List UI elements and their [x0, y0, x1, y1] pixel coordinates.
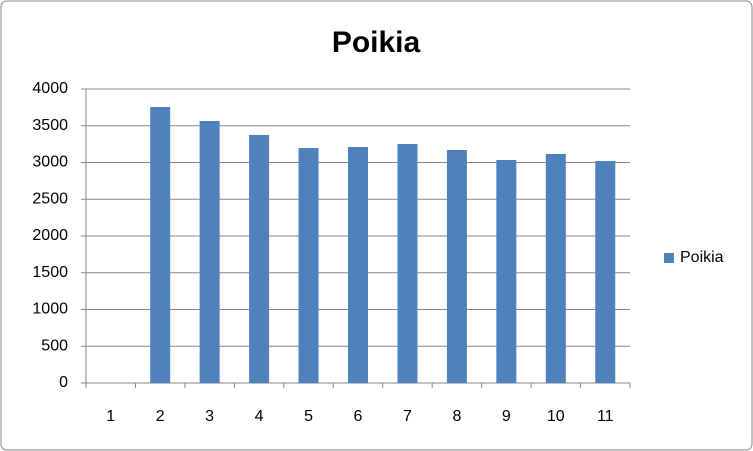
x-tick-label: 6	[354, 408, 363, 425]
x-tick-label: 1	[106, 408, 115, 425]
x-tick-label: 2	[156, 408, 165, 425]
legend-swatch	[664, 253, 674, 263]
bar	[298, 148, 319, 383]
bar	[150, 107, 171, 383]
x-tick-label: 8	[452, 408, 461, 425]
y-tick-label: 3500	[32, 117, 68, 134]
x-tick-label: 11	[597, 408, 614, 425]
x-tick-label: 4	[255, 408, 264, 425]
bar	[595, 161, 616, 383]
y-tick-label: 1500	[32, 264, 68, 281]
y-tick-label: 2000	[32, 227, 68, 244]
bar	[249, 135, 270, 383]
x-tick-label: 7	[403, 408, 412, 425]
legend-label: Poikia	[680, 249, 724, 266]
bar	[199, 120, 220, 383]
x-tick-label: 9	[502, 408, 511, 425]
y-tick-label: 3000	[32, 154, 68, 171]
x-tick-label: 10	[547, 408, 565, 425]
x-tick-label: 3	[205, 408, 214, 425]
bar	[397, 143, 418, 383]
y-tick-label: 4000	[32, 80, 68, 97]
bar	[496, 160, 517, 383]
y-tick-label: 2500	[32, 190, 68, 207]
bar	[545, 153, 566, 383]
y-tick-label: 1000	[32, 301, 68, 318]
x-tick-label: 5	[304, 408, 313, 425]
y-tick-label: 500	[41, 337, 68, 354]
bar	[348, 146, 368, 383]
chart-title: Poikia	[332, 26, 421, 59]
bar	[446, 150, 467, 383]
y-tick-label: 0	[59, 374, 68, 391]
